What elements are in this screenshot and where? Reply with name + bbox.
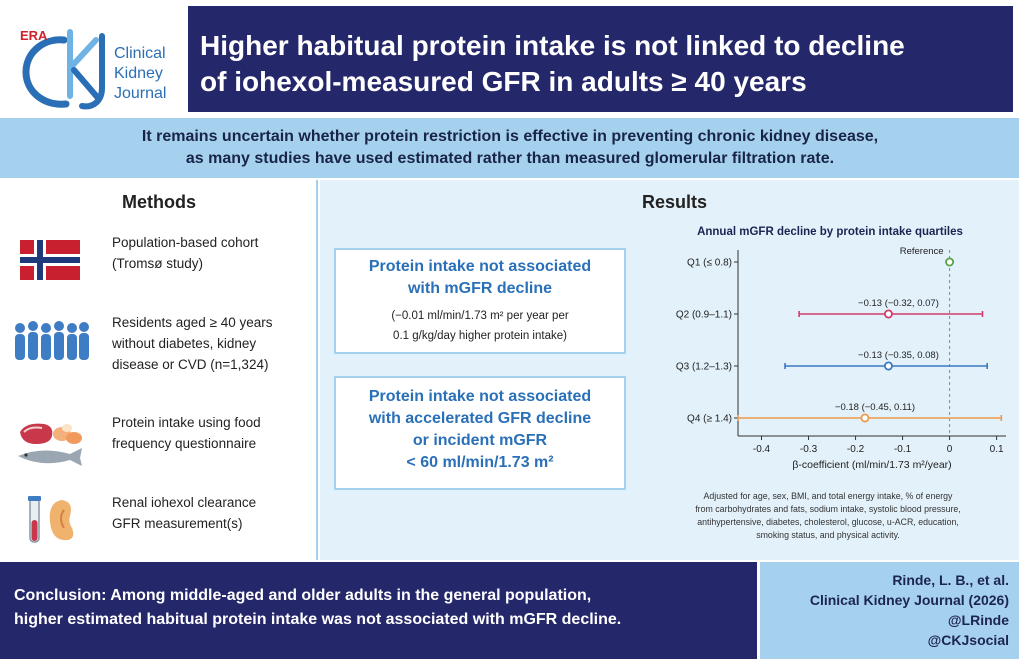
- finding-heading-line: < 60 ml/min/1.73 m²: [406, 454, 554, 471]
- journal-logo: ERA Clinical Kidney Journal: [6, 6, 184, 112]
- background-line: It remains uncertain whether protein res…: [141, 128, 879, 145]
- journal-name: Clinical Kidney Journal: [114, 44, 166, 104]
- estimate-label: Reference: [900, 246, 944, 257]
- method-item-diet: Protein intake using food frequency ques…: [12, 412, 312, 472]
- journal-name-line: Clinical: [114, 45, 166, 62]
- finding-detail-line: 0.1 g/kg/day higher protein intake): [393, 330, 567, 342]
- x-tick-label: -0.1: [894, 444, 912, 455]
- conclusion-text: Conclusion: Among middle-aged and older …: [14, 584, 749, 632]
- page-title: Higher habitual protein intake is not li…: [200, 28, 1000, 100]
- chart-footnote-line: antihypertensive, diabetes, cholesterol,…: [697, 517, 959, 527]
- estimate-label: −0.13 (−0.35, 0.08): [858, 350, 939, 361]
- chart-title: Annual mGFR decline by protein intake qu…: [697, 226, 963, 238]
- era-logo-text: ERA: [20, 28, 48, 43]
- y-tick-label: Q4 (≥ 1.4): [687, 414, 732, 425]
- x-tick-label: 0: [947, 444, 953, 455]
- y-tick-label: Q3 (1.2–1.3): [676, 362, 732, 373]
- method-item-population: Residents aged ≥ 40 years without diabet…: [12, 312, 312, 382]
- header: ERA Clinical Kidney Journal Higher habit…: [0, 0, 1019, 115]
- citation: Rinde, L. B., et al. Clinical Kidney Jou…: [810, 570, 1009, 650]
- finding-heading-line: or incident mGFR: [412, 432, 548, 449]
- x-tick-label: -0.3: [800, 444, 818, 455]
- methods-heading: Methods: [122, 192, 196, 212]
- methods-panel: Methods Population-based cohort (Tromsø …: [0, 180, 318, 560]
- method-line: Population-based cohort: [112, 235, 259, 250]
- estimate-label: −0.18 (−0.45, 0.11): [835, 402, 915, 413]
- x-tick-label: -0.2: [847, 444, 865, 455]
- title-line: of iohexol-measured GFR in adults ≥ 40 y…: [200, 66, 807, 97]
- method-line: without diabetes, kidney: [112, 336, 257, 351]
- ckj-logo-icon: [22, 29, 105, 110]
- method-line: (Tromsø study): [112, 256, 203, 271]
- journal-handle-link[interactable]: @CKJsocial: [927, 632, 1009, 648]
- finding-heading-line: Protein intake not associated: [368, 258, 592, 275]
- chart-footnote-line: Adjusted for age, sex, BMI, and total en…: [703, 491, 953, 501]
- finding-heading-line: Protein intake not associated: [368, 388, 592, 405]
- finding-heading: Protein intake not associated with mGFR …: [336, 250, 624, 300]
- forest-plot-svg: -0.4 -0.3 -0.2 -0.1 0 0.1 β-coefficient (ml/mi…: [676, 246, 1006, 471]
- finding-heading-line: with mGFR decline: [407, 280, 552, 297]
- chart-footnote: Adjusted for age, sex, BMI, and total en…: [646, 490, 1010, 542]
- author-handle-link[interactable]: @LRinde: [947, 612, 1009, 628]
- citation-box: Rinde, L. B., et al. Clinical Kidney Jou…: [760, 562, 1019, 659]
- citation-journal: Clinical Kidney Journal (2026): [809, 592, 1009, 608]
- estimate-point: [945, 257, 955, 267]
- method-item-gfr: Renal iohexol clearance GFR measurement(…: [12, 492, 312, 552]
- norway-flag-icon: [20, 240, 80, 280]
- estimate-point: [860, 413, 870, 423]
- x-axis-label: β-coefficient (ml/min/1.73 m²/year): [792, 459, 951, 471]
- results-heading: Results: [642, 192, 708, 212]
- estimate-label: −0.13 (−0.32, 0.07): [858, 298, 939, 309]
- people-group-icon: [15, 321, 89, 360]
- finding-box-mgfr-decline: Protein intake not associated with mGFR …: [334, 248, 626, 354]
- conclusion-line: Conclusion: Among middle-aged and older …: [14, 587, 592, 604]
- background-line: as many studies have used estimated rath…: [185, 150, 835, 167]
- estimate-point: [883, 361, 893, 371]
- kidney-test-tube-icon: [28, 496, 74, 543]
- method-item-cohort: Population-based cohort (Tromsø study): [12, 232, 312, 292]
- journal-name-line: Kidney: [114, 65, 163, 82]
- protein-foods-icon: [18, 423, 82, 466]
- y-tick-label: Q2 (0.9–1.1): [676, 310, 732, 321]
- y-tick-label: Q1 (≤ 0.8): [687, 258, 732, 269]
- chart-footnote-line: smoking status, and physical activity.: [756, 530, 900, 540]
- background-text: It remains uncertain whether protein res…: [20, 126, 1000, 170]
- method-text: Protein intake using food frequency ques…: [112, 412, 312, 454]
- forest-plot: -0.4 -0.3 -0.2 -0.1 0 0.1 β-coefficient (ml/mi…: [642, 222, 1014, 552]
- citation-authors: Rinde, L. B., et al.: [892, 572, 1009, 588]
- method-line: frequency questionnaire: [112, 436, 257, 451]
- background-banner: It remains uncertain whether protein res…: [0, 118, 1019, 178]
- chart-footnote-line: from carbohydrates and fats, sodium inta…: [695, 504, 961, 514]
- finding-box-accelerated-decline: Protein intake not associated with accel…: [334, 376, 626, 490]
- method-line: Renal iohexol clearance: [112, 495, 257, 510]
- method-line: Protein intake using food: [112, 415, 261, 430]
- conclusion-line: higher estimated habitual protein intake…: [14, 611, 622, 628]
- title-line: Higher habitual protein intake is not li…: [200, 30, 905, 61]
- method-line: disease or CVD (n=1,324): [112, 357, 269, 372]
- finding-detail-line: (−0.01 ml/min/1.73 m² per year per: [391, 310, 569, 322]
- method-text: Population-based cohort (Tromsø study): [112, 232, 312, 274]
- finding-heading-line: with accelerated GFR decline: [368, 410, 592, 427]
- finding-heading: Protein intake not associated with accel…: [336, 378, 624, 474]
- method-line: GFR measurement(s): [112, 516, 243, 531]
- journal-name-line: Journal: [114, 85, 167, 102]
- method-text: Residents aged ≥ 40 years without diabet…: [112, 312, 312, 375]
- results-panel: Results Protein intake not associated wi…: [320, 180, 1019, 560]
- title-banner: Higher habitual protein intake is not li…: [188, 6, 1013, 112]
- estimate-point: [883, 309, 893, 319]
- conclusion-banner: Conclusion: Among middle-aged and older …: [0, 562, 757, 659]
- x-tick-label: 0.1: [990, 444, 1004, 455]
- x-tick-label: -0.4: [753, 444, 771, 455]
- method-text: Renal iohexol clearance GFR measurement(…: [112, 492, 312, 534]
- method-line: Residents aged ≥ 40 years: [112, 315, 273, 330]
- finding-detail: (−0.01 ml/min/1.73 m² per year per 0.1 g…: [336, 300, 624, 346]
